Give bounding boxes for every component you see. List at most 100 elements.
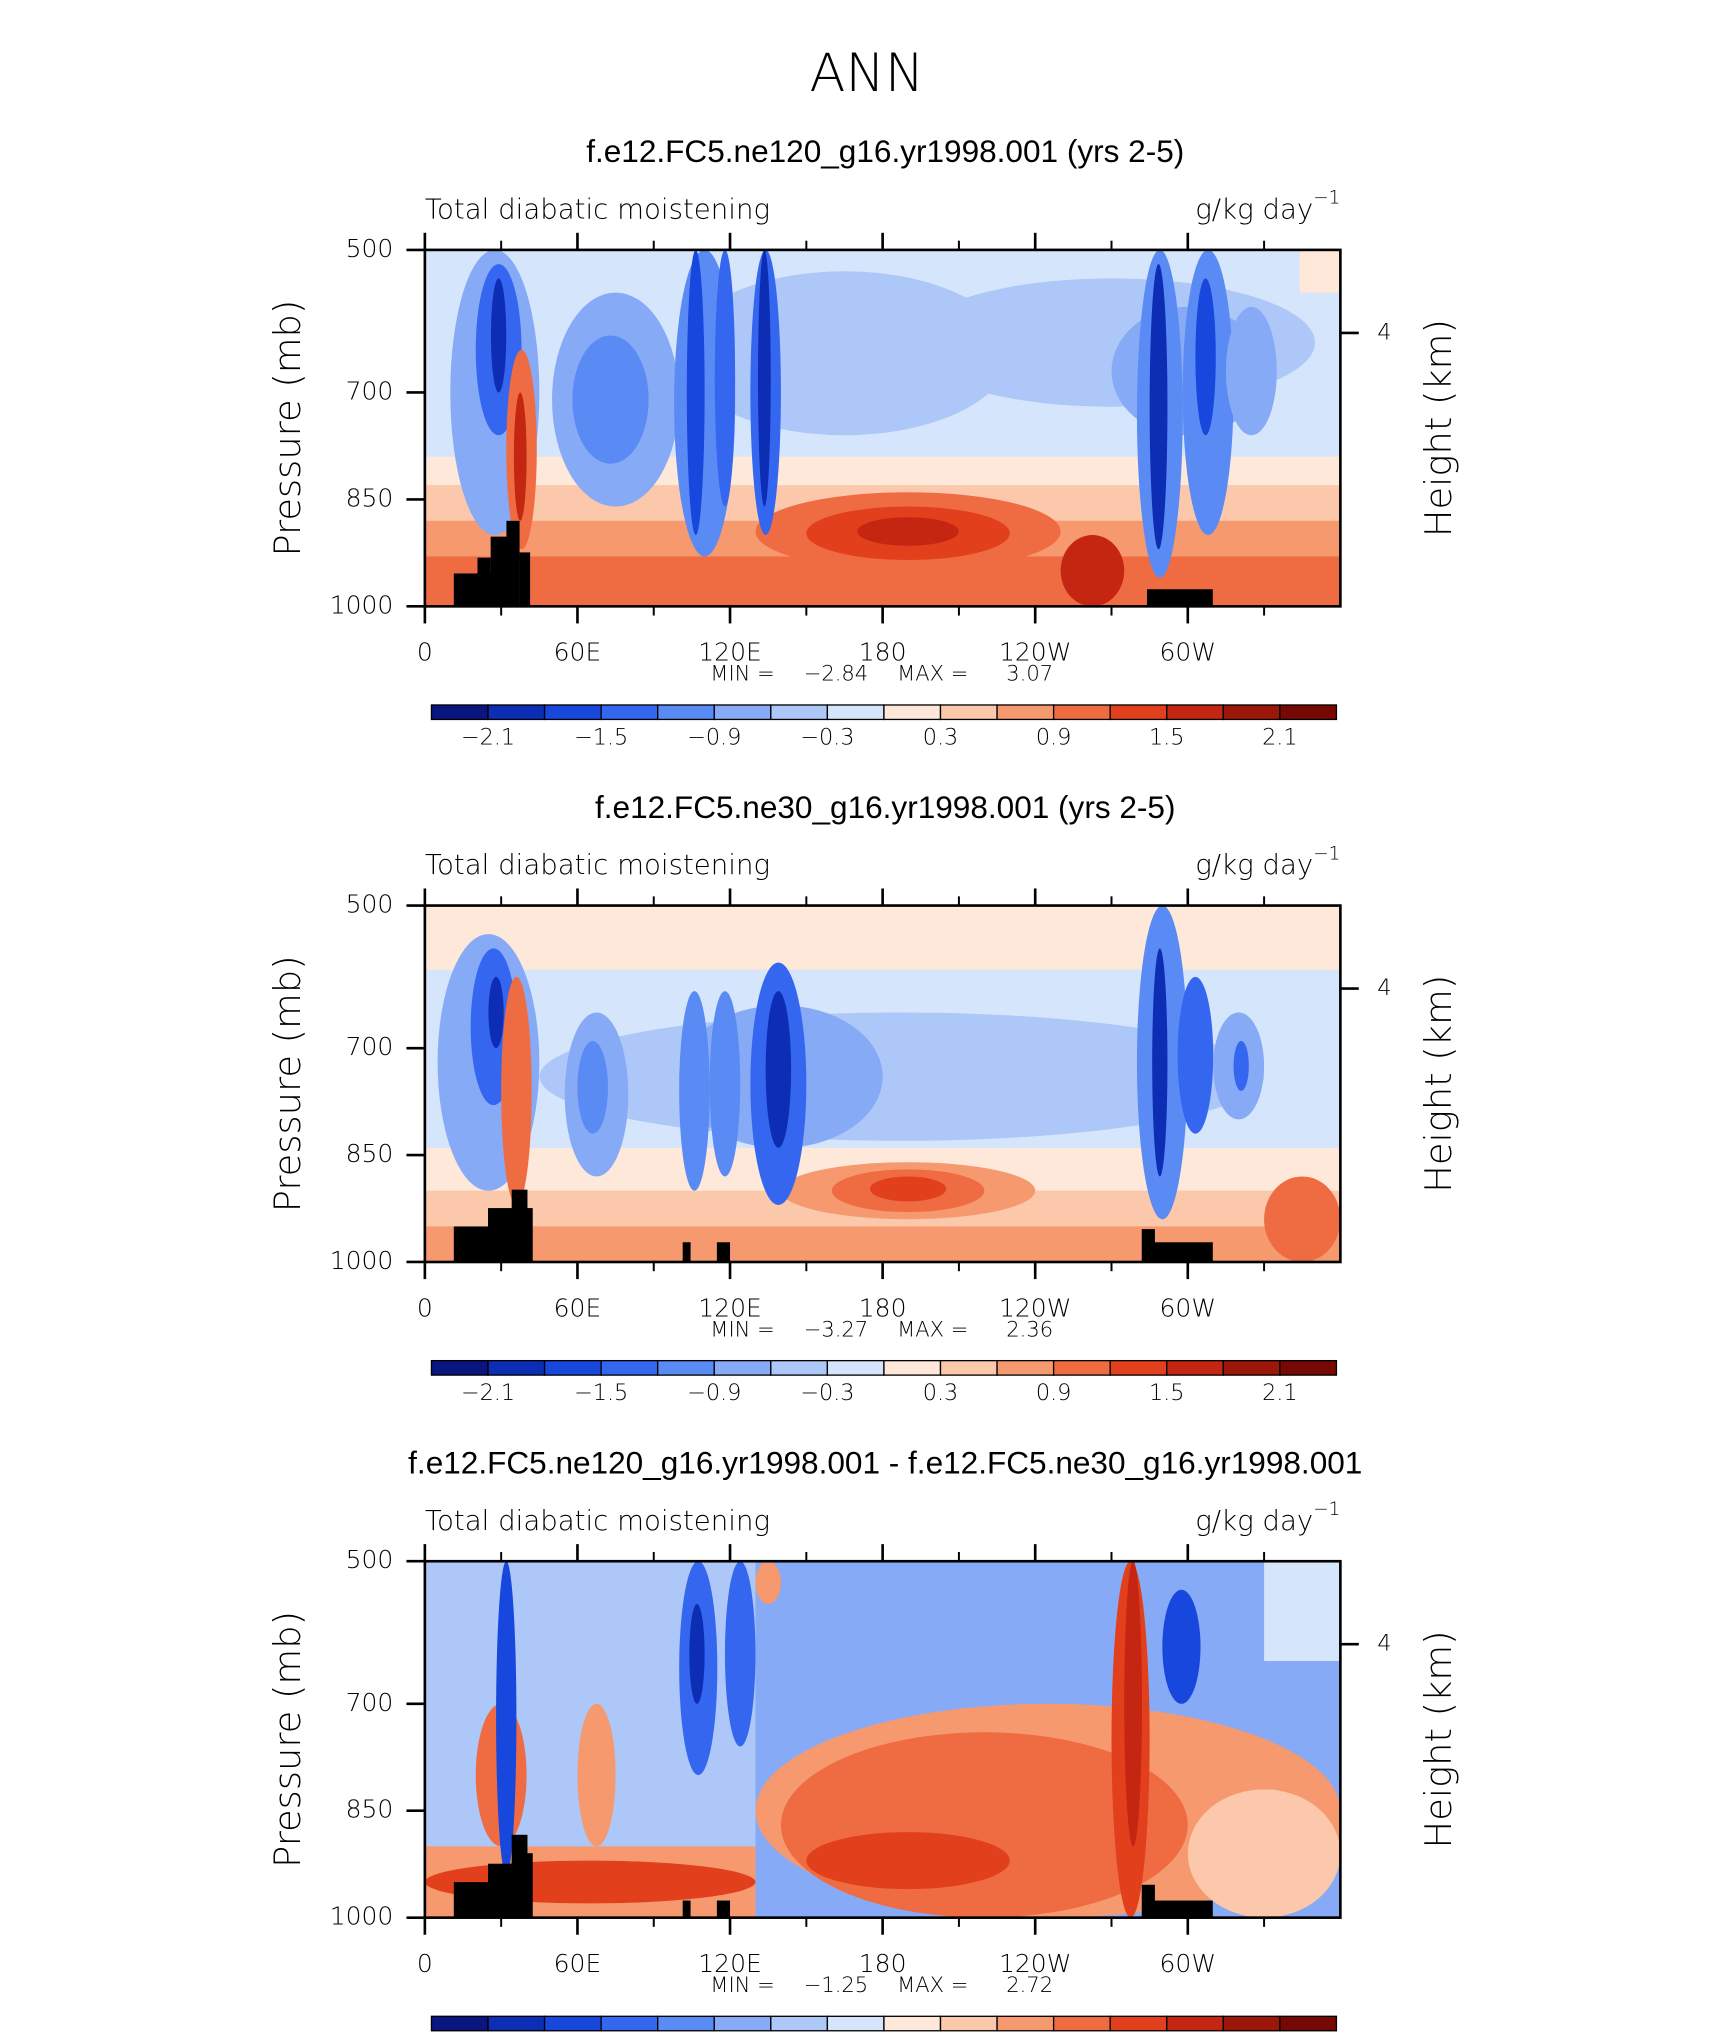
colorbar-label: −0.9 [687,1380,741,1406]
colorbar-label: −2.1 [461,724,515,750]
colorbar-box [770,2015,829,2032]
topography [519,552,531,607]
x-tick-label: 120E [698,1293,761,1322]
contour-field [424,249,1341,607]
colorbar-box [657,2015,715,2032]
x-tick-label: 120W [999,638,1071,667]
y-tick-label: 1000 [330,590,394,619]
min-text: MIN = [710,1972,774,1997]
contour-fill [488,976,504,1049]
topography [716,1242,731,1262]
y-tick-label: 700 [346,1032,394,1061]
contour-fill [679,991,710,1191]
y2-tick-label: 4 [1377,1631,1391,1657]
y-axis-label: Pressure (mb) [266,955,309,1212]
colorbar-box [1166,2015,1224,2032]
panel-title: f.e12.FC5.ne120_g16.yr1998.001 (yrs 2-5) [586,133,1184,169]
y-tick-label: 850 [346,1139,394,1168]
y2-tick-label: 4 [1377,319,1391,345]
x-tick-label: 60W [1160,1949,1217,1978]
min-text: MIN = [710,1316,774,1341]
y-tick-label: 700 [346,376,394,405]
contour-fill [501,976,532,1205]
contour-fill [1264,1176,1341,1262]
x-tick-label: 180 [859,638,907,667]
colorbar-box [543,2015,602,2032]
colorbar-box [996,704,1055,721]
min-value: −3.27 [804,1316,868,1341]
contour-field [424,1561,1341,1918]
colorbar-box [883,2015,942,2032]
y-tick-label: 500 [346,234,394,263]
colorbar-box [600,1359,659,1376]
topography [522,1208,533,1262]
colorbar-box [543,1359,602,1376]
colorbar-label: 0.2 [979,2036,1015,2038]
x-tick-label: 120E [698,1949,761,1978]
contour-fill [714,249,736,507]
contour-fill [857,517,959,546]
colorbar-label: 1.5 [1206,2036,1242,2038]
x-tick-label: 60W [1160,1293,1217,1322]
colorbar-box [1166,704,1224,721]
contour-field [424,905,1341,1262]
topography [488,1208,515,1262]
colorbar-label: −1.5 [574,724,628,750]
contour-fill [577,1041,608,1134]
x-tick-label: 60W [1160,638,1217,667]
contour-fill [475,969,1188,1013]
max-text: MAX = [897,1316,968,1341]
panel: f.e12.FC5.ne120_g16.yr1998.001 (yrs 2-5)… [266,133,1460,750]
topography [682,1900,691,1918]
colorbar-box [713,2015,772,2032]
colorbar-box [487,1359,546,1376]
contour-fill [496,1561,517,1875]
colorbar-label: −0.2 [744,2036,798,2038]
y-axis-label: Pressure (mb) [266,1611,309,1868]
colorbar-box [1052,1359,1111,1376]
y-tick-label: 850 [346,483,394,512]
colorbar-box [430,2015,489,2032]
colorbar-box [713,1359,772,1376]
colorbar-box [883,1359,942,1376]
colorbar-box [1222,704,1281,721]
min-value: −1.25 [804,1972,868,1997]
max-value: 3.07 [1006,661,1053,686]
y2-axis-label: Height (km) [1417,1630,1460,1848]
colorbar-box [1279,2015,1338,2032]
units-exponent: −1 [1313,188,1340,209]
colorbar-label: −0.3 [800,724,854,750]
y-tick-label: 850 [346,1795,394,1824]
units-exponent: −1 [1313,1499,1340,1520]
units-exponent: −1 [1313,843,1340,864]
colorbar-box [600,704,659,721]
colorbar-label: −2.1 [461,1380,515,1406]
topography [453,1882,491,1918]
y2-axis-label: Height (km) [1417,319,1460,537]
contour-fill [572,335,649,464]
contour-fill [1162,1589,1201,1704]
colorbar-label: 1.5 [1149,724,1185,750]
contour-fill [765,991,792,1148]
colorbar-box [996,2015,1055,2032]
x-tick-label: 0 [417,1293,433,1322]
panel: f.e12.FC5.ne120_g16.yr1998.001 - f.e12.F… [266,1445,1460,2038]
colorbar-box [1052,704,1111,721]
colorbar-box [600,2015,659,2032]
contour-fill [1264,1561,1341,1662]
min-value: −2.84 [804,661,868,686]
colorbar-box [713,704,772,721]
colorbar-label: −0.3 [800,1380,854,1406]
units: g/kg day [1195,192,1313,225]
contour-fill [806,1832,1010,1890]
y-axis-label: Pressure (mb) [266,300,309,557]
contour-fill [1060,535,1125,607]
topography [522,1853,533,1918]
colorbar-label: 0.3 [923,724,959,750]
x-tick-label: 120E [698,638,761,667]
x-tick-label: 180 [859,1949,907,1978]
colorbar-label: 0.8 [1092,2036,1128,2038]
colorbar-label: 0.9 [1036,724,1072,750]
colorbar-box [430,704,489,721]
colorbar-box [1109,1359,1168,1376]
